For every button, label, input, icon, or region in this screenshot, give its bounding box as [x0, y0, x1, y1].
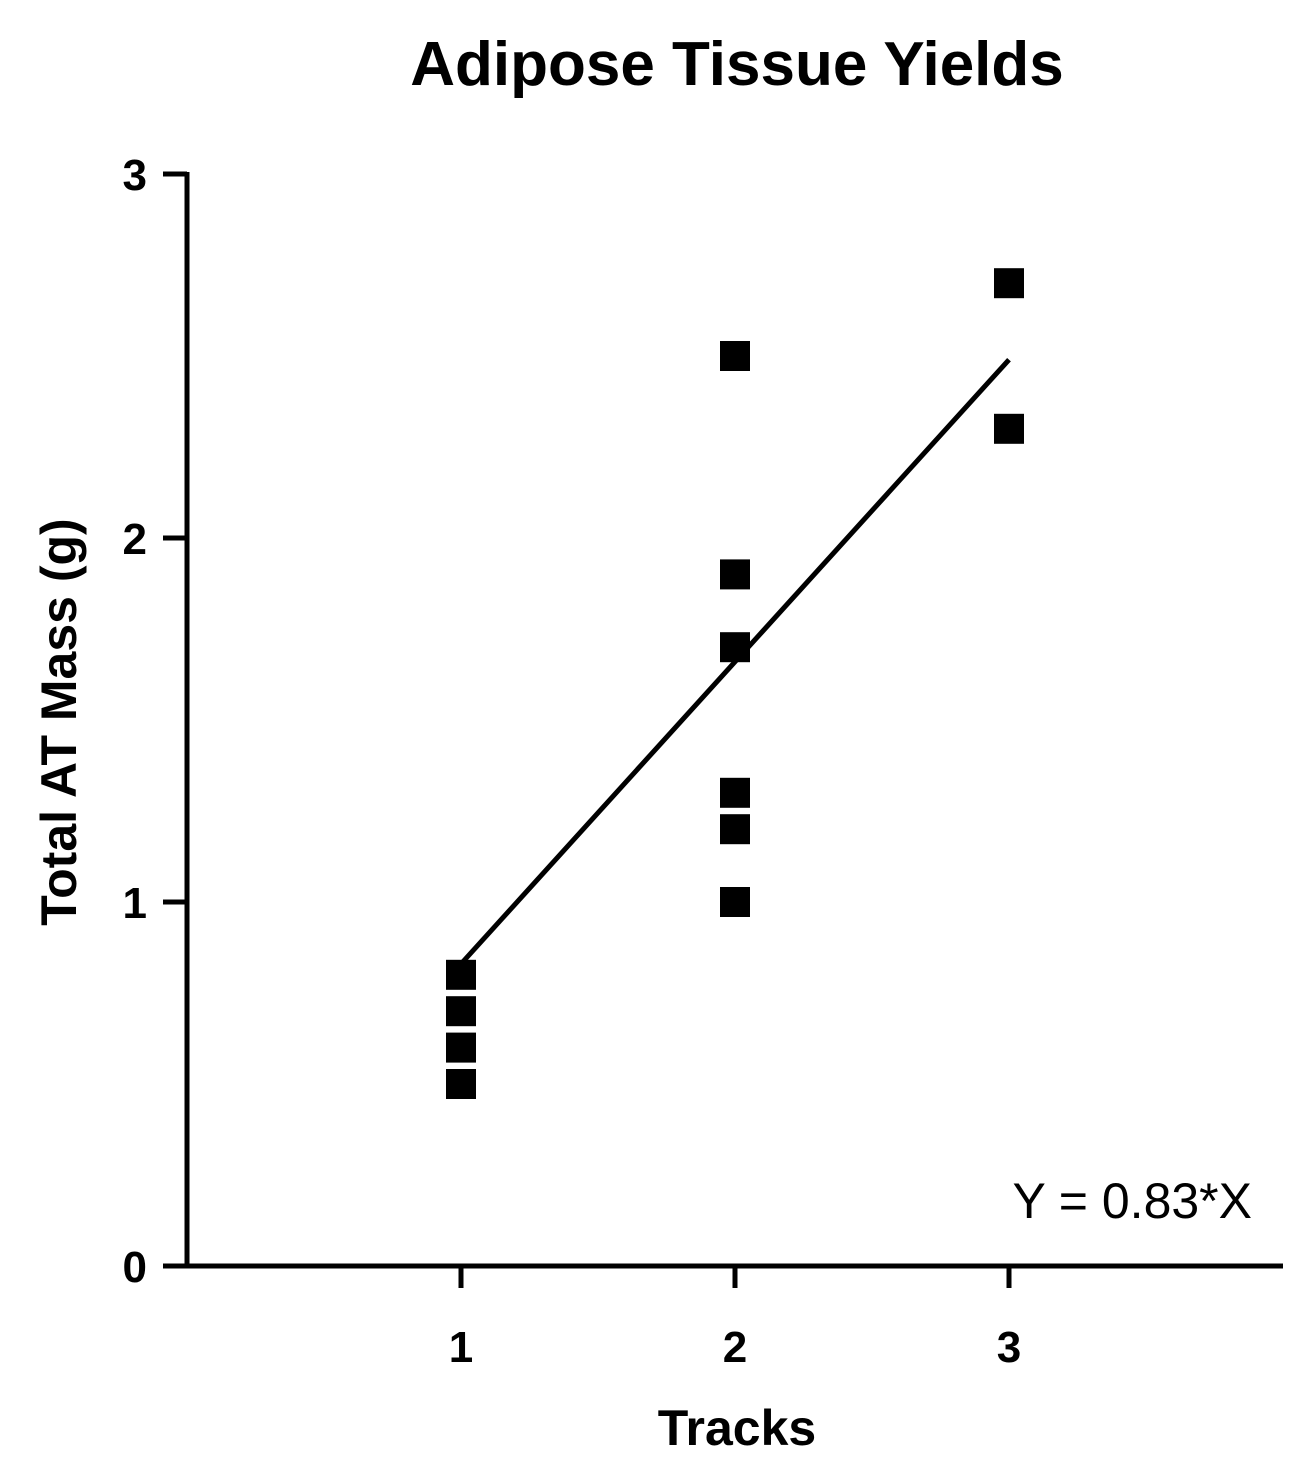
data-point [994, 268, 1024, 299]
x-axis-label: Tracks [658, 1400, 816, 1456]
data-point [720, 887, 750, 917]
data-point [720, 814, 750, 845]
fit-equation-annotation: Y = 0.83*X [1012, 1173, 1252, 1229]
y-tick-label: 3 [123, 151, 147, 200]
x-tick-label: 1 [449, 1323, 473, 1372]
data-point [720, 341, 750, 371]
y-axis-label: Total AT Mass (g) [31, 518, 87, 925]
data-point [446, 959, 476, 990]
x-tick-label: 3 [997, 1323, 1021, 1372]
data-point [720, 777, 750, 808]
data-point [994, 413, 1024, 444]
chart-title: Adipose Tissue Yields [410, 30, 1064, 99]
y-tick-label: 0 [123, 1243, 147, 1292]
data-point [446, 1069, 476, 1099]
data-point [446, 996, 476, 1027]
y-tick-label: 1 [123, 879, 147, 928]
y-tick-label: 2 [123, 515, 147, 564]
data-point [446, 1032, 476, 1063]
data-point [720, 632, 750, 663]
x-tick-label: 2 [723, 1323, 747, 1372]
data-point [720, 559, 750, 590]
